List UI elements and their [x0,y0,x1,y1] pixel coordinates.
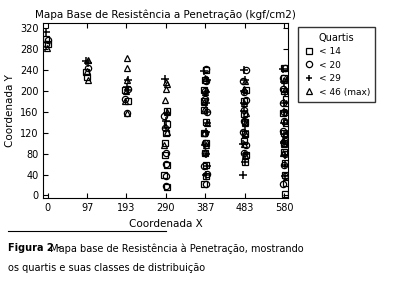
Title: Mapa Base de Resistência a Penetração (kgf/cm2): Mapa Base de Resistência a Penetração (k… [36,10,296,20]
Text: Mapa base de Resistência à Penetração, mostrando: Mapa base de Resistência à Penetração, m… [47,243,303,254]
Text: Figura 2 -: Figura 2 - [8,243,61,253]
Y-axis label: Coordenada Y: Coordenada Y [4,74,15,147]
Text: os quartis e suas classes de distribuição: os quartis e suas classes de distribuiçã… [8,263,205,273]
X-axis label: Coordenada X: Coordenada X [129,218,203,228]
Legend: < 14, < 20, < 29, < 46 (max): < 14, < 20, < 29, < 46 (max) [298,27,375,102]
